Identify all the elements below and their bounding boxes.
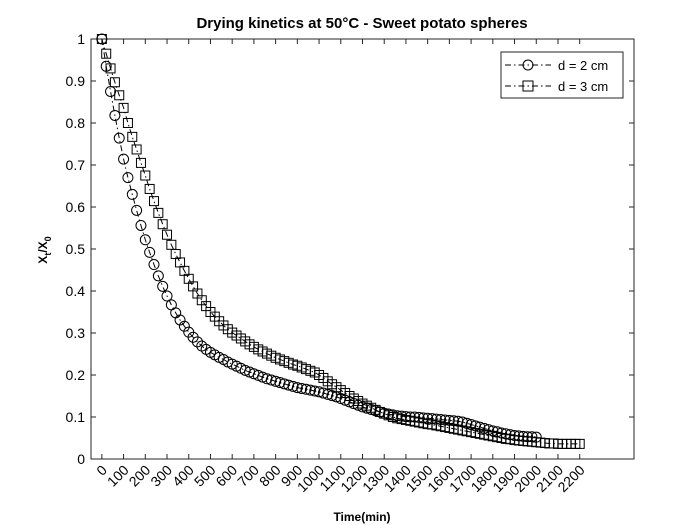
data-point-circle [122, 172, 134, 184]
data-point-square [109, 77, 120, 88]
y-tick-label: 0.1 [66, 409, 86, 425]
y-tick-label: 0.3 [66, 325, 86, 341]
data-point-square [157, 219, 168, 230]
legend-marker-circle [522, 59, 534, 71]
y-axis-label-sep: /X [36, 241, 50, 252]
data-point-circle [157, 280, 169, 292]
data-point-circle [304, 384, 316, 396]
y-tick-label: 0.2 [66, 367, 86, 383]
data-point-circle [126, 188, 138, 200]
series-line-d2 [101, 38, 537, 438]
data-point-circle [265, 374, 277, 386]
data-point-circle [118, 153, 130, 165]
data-point-circle [300, 383, 312, 395]
y-tick-label: 0.4 [66, 283, 86, 299]
data-point-circle [152, 270, 164, 282]
data-point-square [114, 90, 125, 101]
data-point-circle [313, 386, 325, 398]
data-point-square [118, 102, 129, 113]
data-point-circle [317, 387, 329, 399]
data-point-circle [261, 373, 273, 385]
data-point-circle [131, 204, 143, 216]
data-point-circle [309, 385, 321, 397]
y-tick-label: 0.5 [66, 241, 86, 257]
data-point-circle [178, 320, 190, 332]
data-point-circle [139, 234, 151, 246]
data-point-circle [270, 375, 282, 387]
data-point-circle [144, 246, 156, 258]
data-point-square [135, 157, 146, 168]
data-point-square [144, 183, 155, 194]
y-tick-label: 0.9 [66, 73, 86, 89]
y-axis-label: Xt/X0 [36, 236, 53, 263]
data-point-circle [287, 380, 299, 392]
data-point-circle [148, 259, 160, 271]
chart-title: Drying kinetics at 50°C - Sweet potato s… [196, 15, 527, 32]
data-point-square [148, 196, 159, 207]
data-point-circle [278, 378, 290, 390]
y-axis-label-sub1: t [43, 253, 53, 256]
data-point-square [162, 229, 173, 240]
legend-label-d2: d = 2 cm [558, 58, 608, 73]
data-point-circle [135, 219, 147, 231]
data-point-square [153, 207, 164, 218]
y-axis-label-sub2: 0 [43, 236, 53, 241]
data-point-circle [296, 382, 308, 394]
legend: d = 2 cm d = 3 cm [500, 51, 624, 99]
data-point-square [105, 63, 116, 74]
legend-box [500, 51, 624, 99]
data-point-circle [109, 109, 121, 121]
data-point-square [131, 144, 142, 155]
data-point-circle [283, 379, 295, 391]
y-tick-label: 0.7 [66, 157, 86, 173]
x-axis-label: Time(min) [333, 510, 390, 524]
data-point-square [140, 170, 151, 181]
legend-marker-square [522, 80, 534, 92]
data-point-circle [161, 290, 173, 302]
y-tick-label: 0 [77, 451, 85, 467]
data-point-circle [191, 336, 203, 348]
data-point-circle [291, 382, 303, 394]
y-tick-label: 1 [77, 31, 85, 47]
y-axis: 0 0.1 0.2 0.3 0.4 0.5 0.6 0.7 0.8 0.9 1 [66, 31, 634, 467]
data-point-square [101, 48, 112, 59]
series-layer [96, 33, 585, 449]
data-point-circle [113, 132, 125, 144]
y-tick-label: 0.6 [66, 199, 86, 215]
data-point-square [127, 131, 138, 142]
data-point-square [574, 438, 585, 449]
data-point-circle [322, 388, 334, 400]
legend-label-d3: d = 3 cm [558, 79, 608, 94]
y-tick-label: 0.8 [66, 115, 86, 131]
plot-area [90, 38, 635, 460]
data-point-circle [274, 377, 286, 389]
data-point-square [96, 34, 107, 44]
data-point-square [122, 118, 133, 128]
y-axis-label-main: X [36, 256, 50, 264]
